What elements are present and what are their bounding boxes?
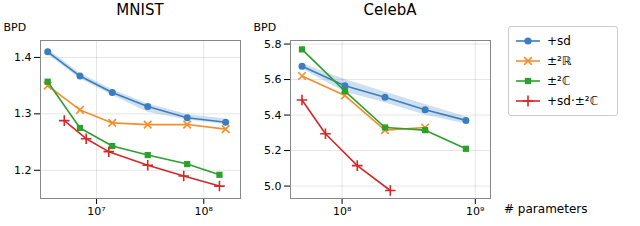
svg-text:1.3: 1.3 — [14, 107, 32, 120]
svg-text:10⁸: 10⁸ — [195, 205, 214, 218]
svg-text:10⁹: 10⁹ — [466, 205, 484, 218]
html-text:# parameters: # parameters — [504, 202, 588, 216]
html-text:±²ℂ: ±²ℂ — [547, 74, 571, 88]
svg-text:1.2: 1.2 — [14, 164, 32, 177]
svg-text:5.0: 5.0 — [264, 180, 282, 193]
html-text:+sd: +sd — [547, 34, 571, 48]
svg-text:1.4: 1.4 — [14, 51, 32, 64]
svg-text:5.8: 5.8 — [264, 38, 282, 51]
html-text:+sd·±²ℂ: +sd·±²ℂ — [547, 94, 598, 108]
svg-text:5.4: 5.4 — [264, 109, 282, 122]
svg-text:BPD: BPD — [4, 21, 27, 34]
svg-text:5.2: 5.2 — [264, 144, 282, 157]
html-text:±²ℝ: ±²ℝ — [547, 54, 572, 68]
svg-text:10⁸: 10⁸ — [333, 205, 352, 218]
svg-text:5.6: 5.6 — [264, 73, 282, 86]
html-text:MNIST: MNIST — [116, 1, 164, 19]
svg-text:BPD: BPD — [254, 21, 277, 34]
svg-text:10⁷: 10⁷ — [87, 205, 105, 218]
html-text:CelebA: CelebA — [363, 1, 417, 19]
